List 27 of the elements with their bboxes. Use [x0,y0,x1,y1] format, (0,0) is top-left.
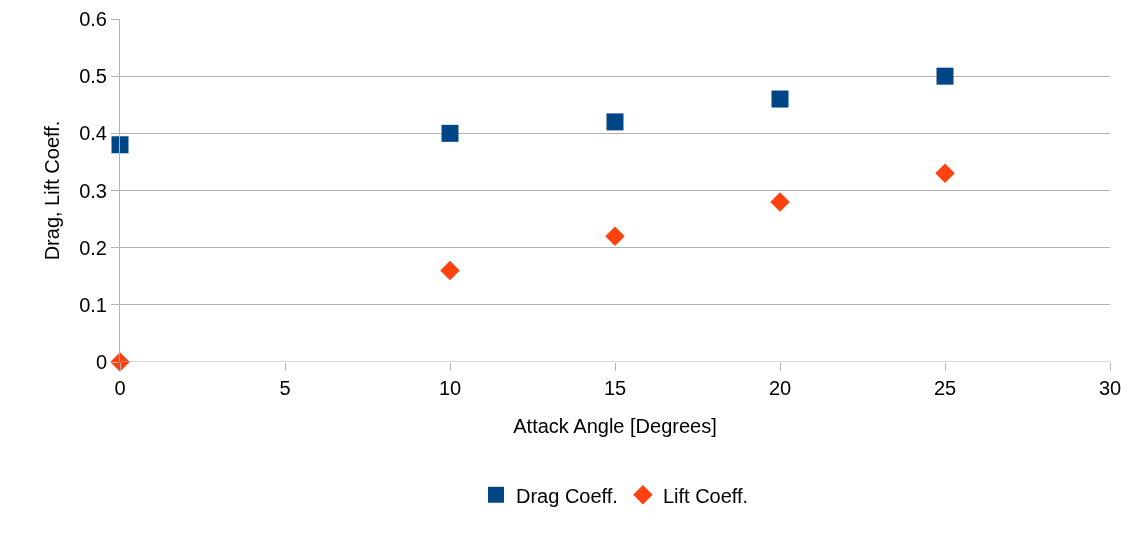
x-tick-label: 5 [279,377,291,399]
x-tick-label: 30 [1098,377,1122,399]
x-tick-label: 15 [603,377,627,399]
x-tick-label: 0 [114,377,126,399]
point [771,90,789,108]
y-tick-label: 0.2 [79,236,107,259]
point [936,67,954,85]
point [770,192,790,212]
legend-label: Lift Coeff. [662,484,749,507]
y-tick-label: 0.5 [79,65,107,88]
point [606,113,624,131]
point [935,163,955,184]
x-tick-label: 20 [768,377,792,399]
point [111,136,129,154]
y-tick-label: 0.4 [79,122,107,145]
point [441,124,459,142]
x-tick-label: 10 [438,377,462,399]
y-tick-label: 0.3 [79,179,107,202]
y-tick-label: 0.6 [79,8,107,30]
y-axis-title: Drag, Lift Coeff. [40,120,63,261]
point [605,226,625,246]
x-axis-title: Attack Angle [Degrees] [513,414,717,437]
y-tick-label: 0.1 [79,293,107,316]
legend-label: Drag Coeff. [516,484,618,507]
x-tick-label: 25 [933,377,957,399]
y-tick-label: 0 [95,351,107,373]
point [440,260,460,281]
